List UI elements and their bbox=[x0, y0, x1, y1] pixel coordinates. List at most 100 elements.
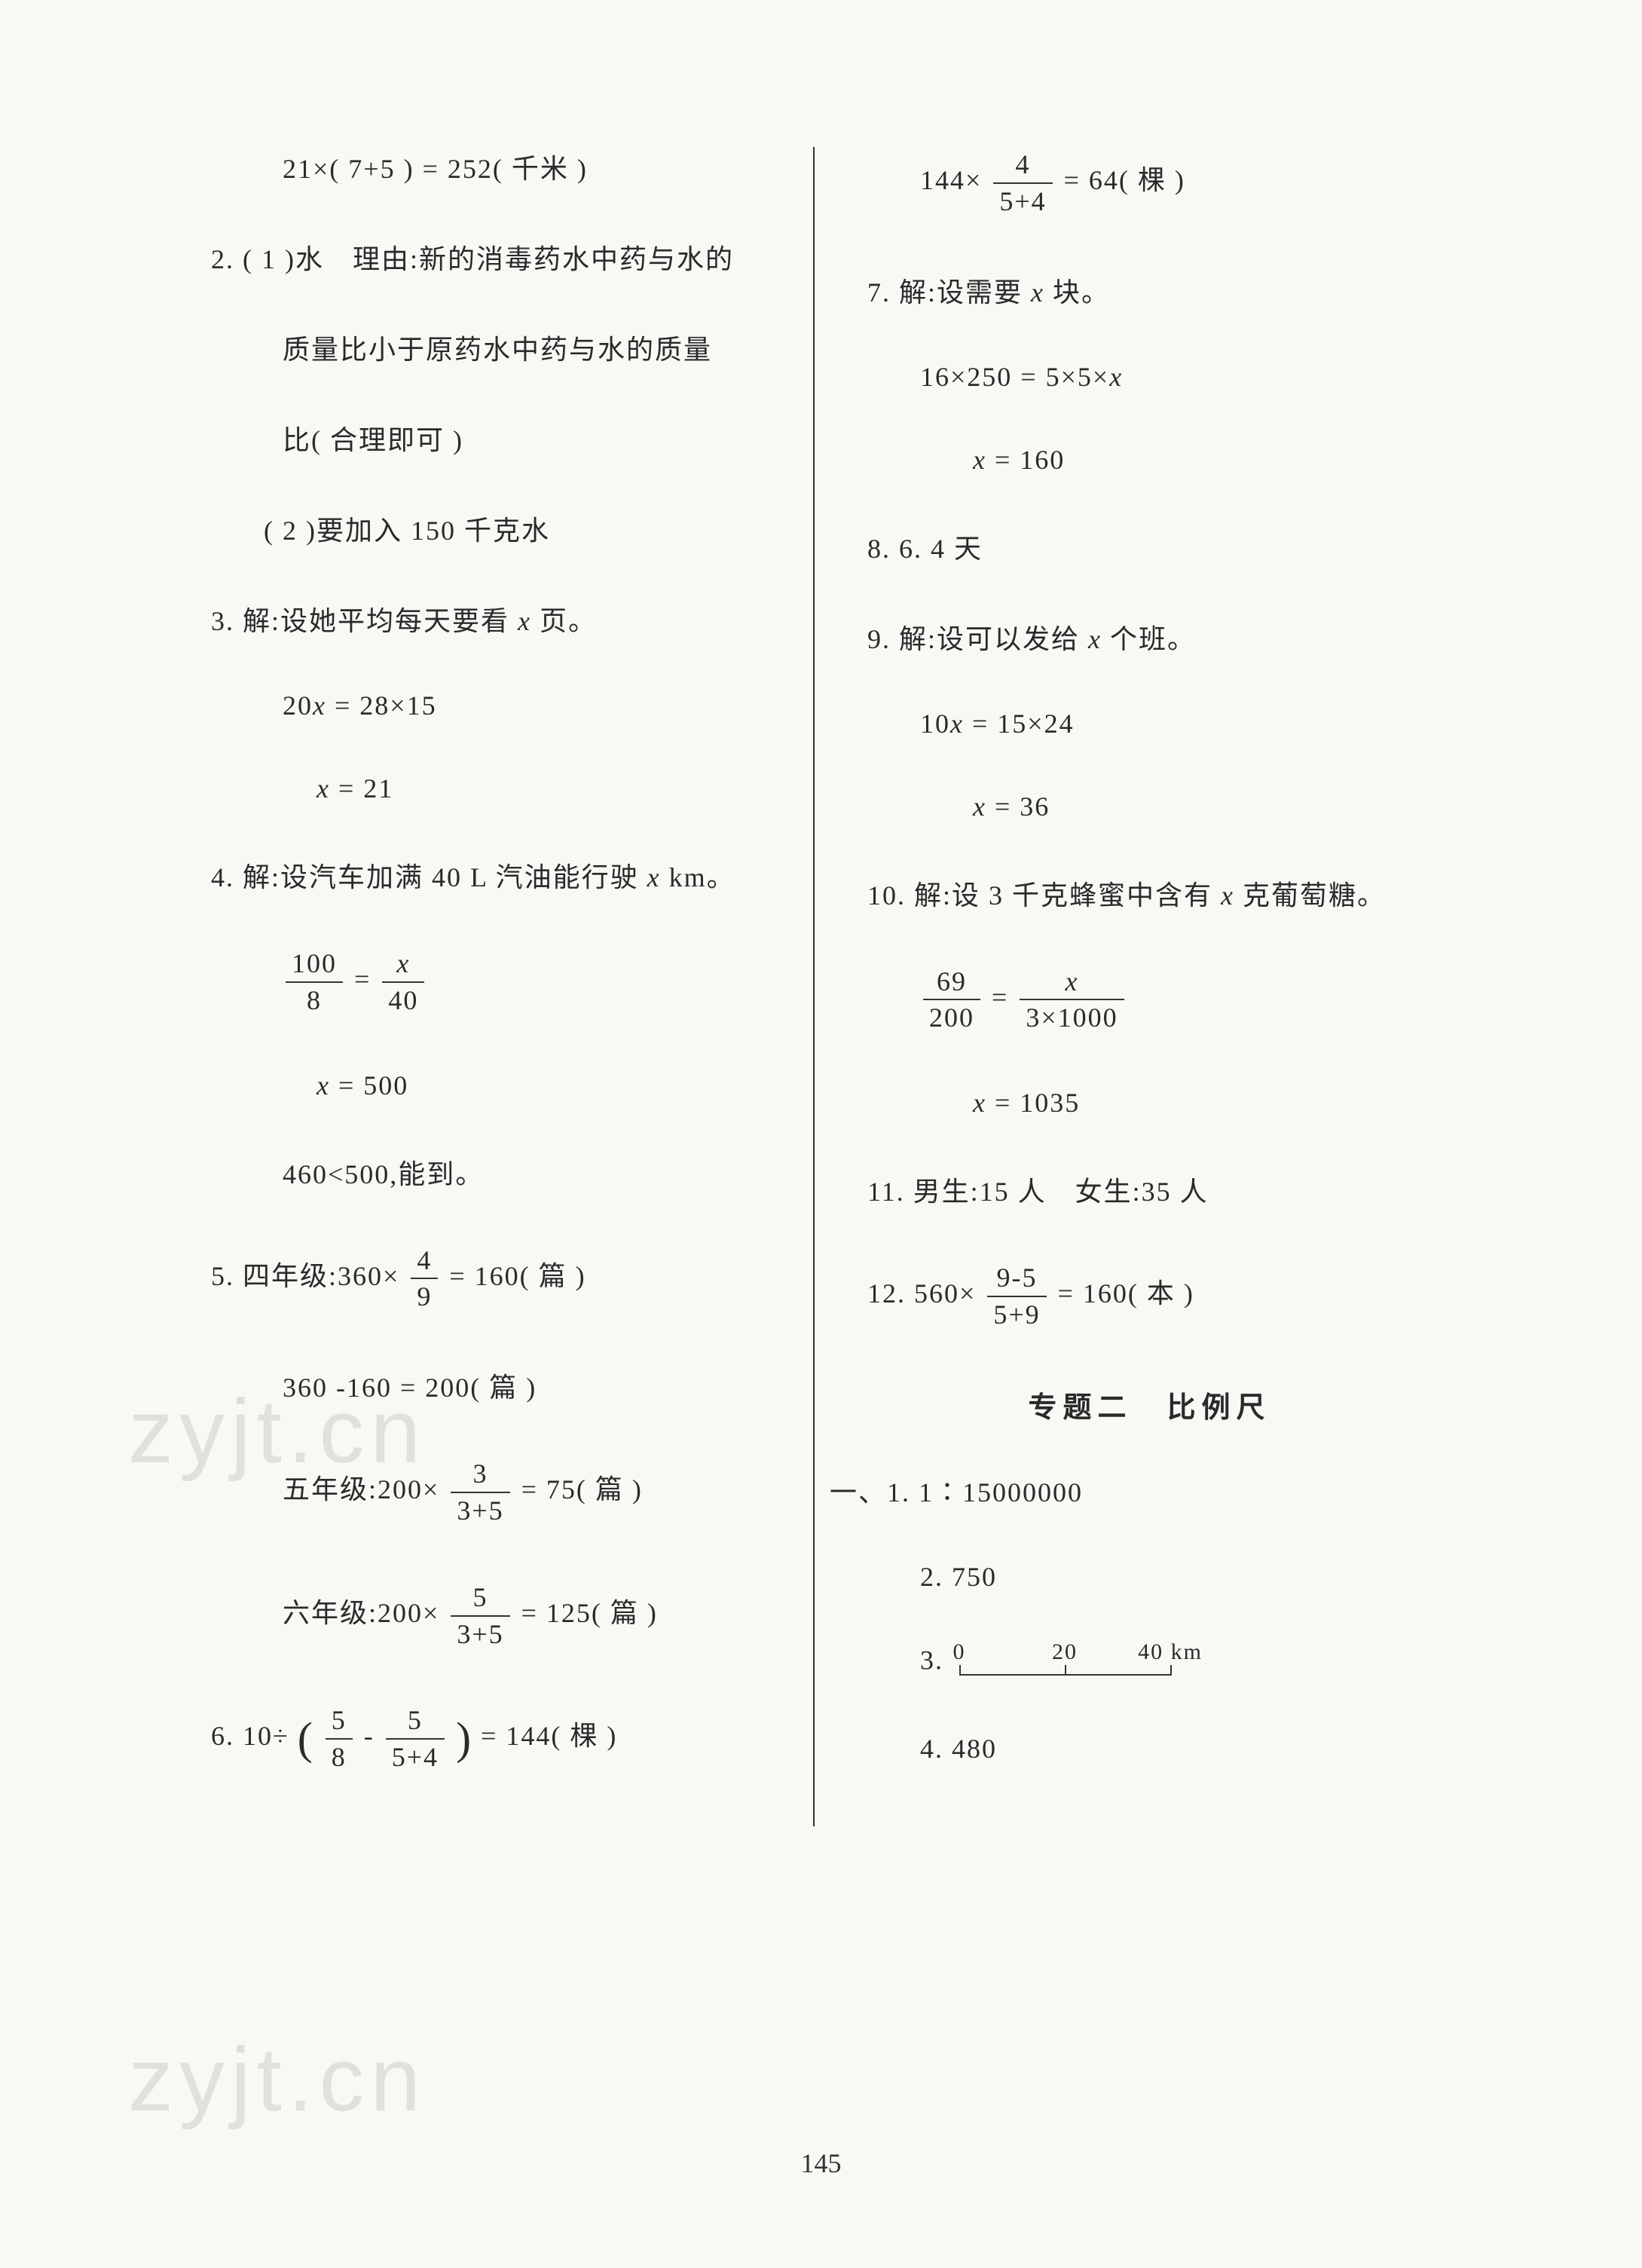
fraction: 69 200 bbox=[923, 964, 980, 1036]
variable: x bbox=[1221, 880, 1234, 911]
text-part: 克葡萄糖。 bbox=[1234, 880, 1386, 911]
numerator: 100 bbox=[286, 946, 343, 983]
text-part: 六年级:200× bbox=[283, 1598, 439, 1628]
text-part: 块。 bbox=[1044, 277, 1110, 308]
minus: - bbox=[364, 1721, 383, 1751]
watermark: zyjt.cn bbox=[128, 2028, 427, 2132]
equation: 69 200 = x 3×1000 bbox=[867, 964, 1432, 1036]
text-part: = 64( 棵 ) bbox=[1064, 165, 1185, 195]
answer-item: 7. 解:设需要 x 块。 bbox=[867, 271, 1432, 310]
text-part: = 160( 篇 ) bbox=[449, 1261, 586, 1291]
answer-text: 144× 4 5+4 = 64( 棵 ) bbox=[867, 147, 1432, 219]
numerator: 4 bbox=[993, 147, 1052, 184]
answer-item: 11. 男生:15 人 女生:35 人 bbox=[867, 1170, 1432, 1209]
numerator: 3 bbox=[451, 1456, 509, 1493]
answer-item: 3. 解:设她平均每天要看 x 页。 bbox=[211, 599, 775, 638]
denominator: 8 bbox=[286, 983, 343, 1018]
fraction: 9-5 5+9 bbox=[987, 1260, 1046, 1333]
denominator: 9 bbox=[411, 1279, 438, 1315]
denominator: 5+9 bbox=[987, 1297, 1046, 1333]
denominator: 3+5 bbox=[451, 1617, 509, 1652]
scale-label: 40 km bbox=[1138, 1639, 1203, 1665]
answer-item: 6. 10÷ ( 5 8 - 5 5+4 ) = 144( 棵 ) bbox=[211, 1703, 775, 1775]
text-part: 10 bbox=[920, 709, 950, 739]
text-part: 五年级:200× bbox=[283, 1474, 439, 1504]
variable: x bbox=[1031, 277, 1044, 308]
right-column: 144× 4 5+4 = 64( 棵 ) 7. 解:设需要 x 块。 16×25… bbox=[815, 147, 1454, 1826]
answer-text: ( 2 )要加入 150 千克水 bbox=[211, 509, 775, 548]
denominator: 3+5 bbox=[451, 1493, 509, 1529]
denominator: 3×1000 bbox=[1020, 1000, 1124, 1036]
denominator: 5+4 bbox=[386, 1740, 445, 1775]
section-title: 专题二 比例尺 bbox=[867, 1384, 1432, 1425]
text-part: 页。 bbox=[531, 606, 597, 636]
answer-text: 质量比小于原药水中药与水的质量 bbox=[211, 328, 775, 367]
text-part: 144× bbox=[920, 165, 982, 195]
equation: 100 8 = x 40 bbox=[211, 946, 775, 1018]
ruler-tick bbox=[959, 1665, 961, 1676]
variable: x bbox=[647, 862, 661, 892]
variable: x bbox=[316, 773, 330, 803]
numerator: 69 bbox=[923, 964, 980, 1001]
answer-item: 4. 480 bbox=[867, 1733, 1432, 1765]
denominator: 200 bbox=[923, 1000, 980, 1036]
text-part: 12. 560× bbox=[867, 1278, 976, 1308]
scale-label: 0 bbox=[953, 1639, 966, 1665]
equation: 10x = 15×24 bbox=[867, 708, 1432, 739]
fraction: 3 3+5 bbox=[451, 1456, 509, 1529]
text-part: = 1035 bbox=[986, 1088, 1080, 1118]
scale-label: 20 bbox=[1052, 1639, 1078, 1665]
equation: 20x = 28×15 bbox=[211, 690, 775, 721]
equation: x = 1035 bbox=[867, 1087, 1432, 1119]
numerator: 5 bbox=[386, 1703, 445, 1740]
text-part: 4. 解:设汽车加满 40 L 汽油能行驶 bbox=[211, 862, 647, 892]
paren-left: ( bbox=[298, 1714, 314, 1764]
numerator: x bbox=[382, 946, 424, 983]
answer-item: 9. 解:设可以发给 x 个班。 bbox=[867, 617, 1432, 657]
equation: 16×250 = 5×5×x bbox=[867, 361, 1432, 393]
text-part: = 160( 本 ) bbox=[1058, 1278, 1194, 1308]
variable: x bbox=[518, 606, 531, 636]
equation: x = 36 bbox=[867, 791, 1432, 822]
text-part: 5. 四年级:360× bbox=[211, 1261, 399, 1291]
variable: x bbox=[316, 1070, 330, 1100]
numerator: x bbox=[1020, 964, 1124, 1001]
text-part: 10. 解:设 3 千克蜂蜜中含有 bbox=[867, 880, 1221, 911]
numerator: 5 bbox=[326, 1703, 353, 1740]
answer-item: 21×( 7+5 ) = 252( 千米 ) bbox=[211, 147, 775, 186]
denominator: 40 bbox=[382, 983, 424, 1018]
fraction: x 3×1000 bbox=[1020, 964, 1124, 1036]
answer-item: 2. 750 bbox=[867, 1561, 1432, 1593]
text-part: = 75( 篇 ) bbox=[521, 1474, 643, 1504]
equation: 360 -160 = 200( 篇 ) bbox=[211, 1366, 775, 1405]
text-part: = 125( 篇 ) bbox=[521, 1598, 658, 1628]
page-content: 21×( 7+5 ) = 252( 千米 ) 2. ( 1 )水 理由:新的消毒… bbox=[188, 147, 1454, 1826]
variable: x bbox=[973, 791, 986, 822]
equation: x = 500 bbox=[211, 1070, 775, 1101]
numerator: 9-5 bbox=[987, 1260, 1046, 1297]
text-part: 20 bbox=[283, 690, 313, 721]
text-part: 16×250 = 5×5× bbox=[920, 362, 1109, 392]
text-part: 3. 解:设她平均每天要看 bbox=[211, 606, 518, 636]
text-part: 个班。 bbox=[1102, 624, 1196, 654]
text-part: = 144( 棵 ) bbox=[481, 1721, 617, 1751]
equals: = bbox=[992, 982, 1017, 1012]
text-part: 9. 解:设可以发给 bbox=[867, 624, 1088, 654]
text-part: 6. 10÷ bbox=[211, 1721, 289, 1751]
text-part: = 28×15 bbox=[326, 690, 437, 721]
paren-right: ) bbox=[456, 1714, 472, 1764]
answer-item: 2. ( 1 )水 理由:新的消毒药水中药与水的 bbox=[211, 237, 775, 277]
answer-item: 3. 0 20 40 km bbox=[867, 1644, 1432, 1682]
text-part: = 500 bbox=[330, 1070, 408, 1100]
answer-text: 比( 合理即可 ) bbox=[211, 418, 775, 458]
fraction: 5 5+4 bbox=[386, 1703, 445, 1775]
answer-text: 460<500,能到。 bbox=[211, 1152, 775, 1192]
ruler-tick bbox=[1170, 1665, 1172, 1676]
answer-item: 一、1. 1∶15000000 bbox=[830, 1471, 1432, 1510]
variable: x bbox=[1109, 362, 1123, 392]
numerator: 5 bbox=[451, 1580, 509, 1617]
ruler-tick bbox=[1065, 1665, 1066, 1676]
variable: x bbox=[973, 445, 986, 475]
answer-item: 4. 解:设汽车加满 40 L 汽油能行驶 x km。 bbox=[211, 855, 775, 895]
denominator: 8 bbox=[326, 1740, 353, 1775]
